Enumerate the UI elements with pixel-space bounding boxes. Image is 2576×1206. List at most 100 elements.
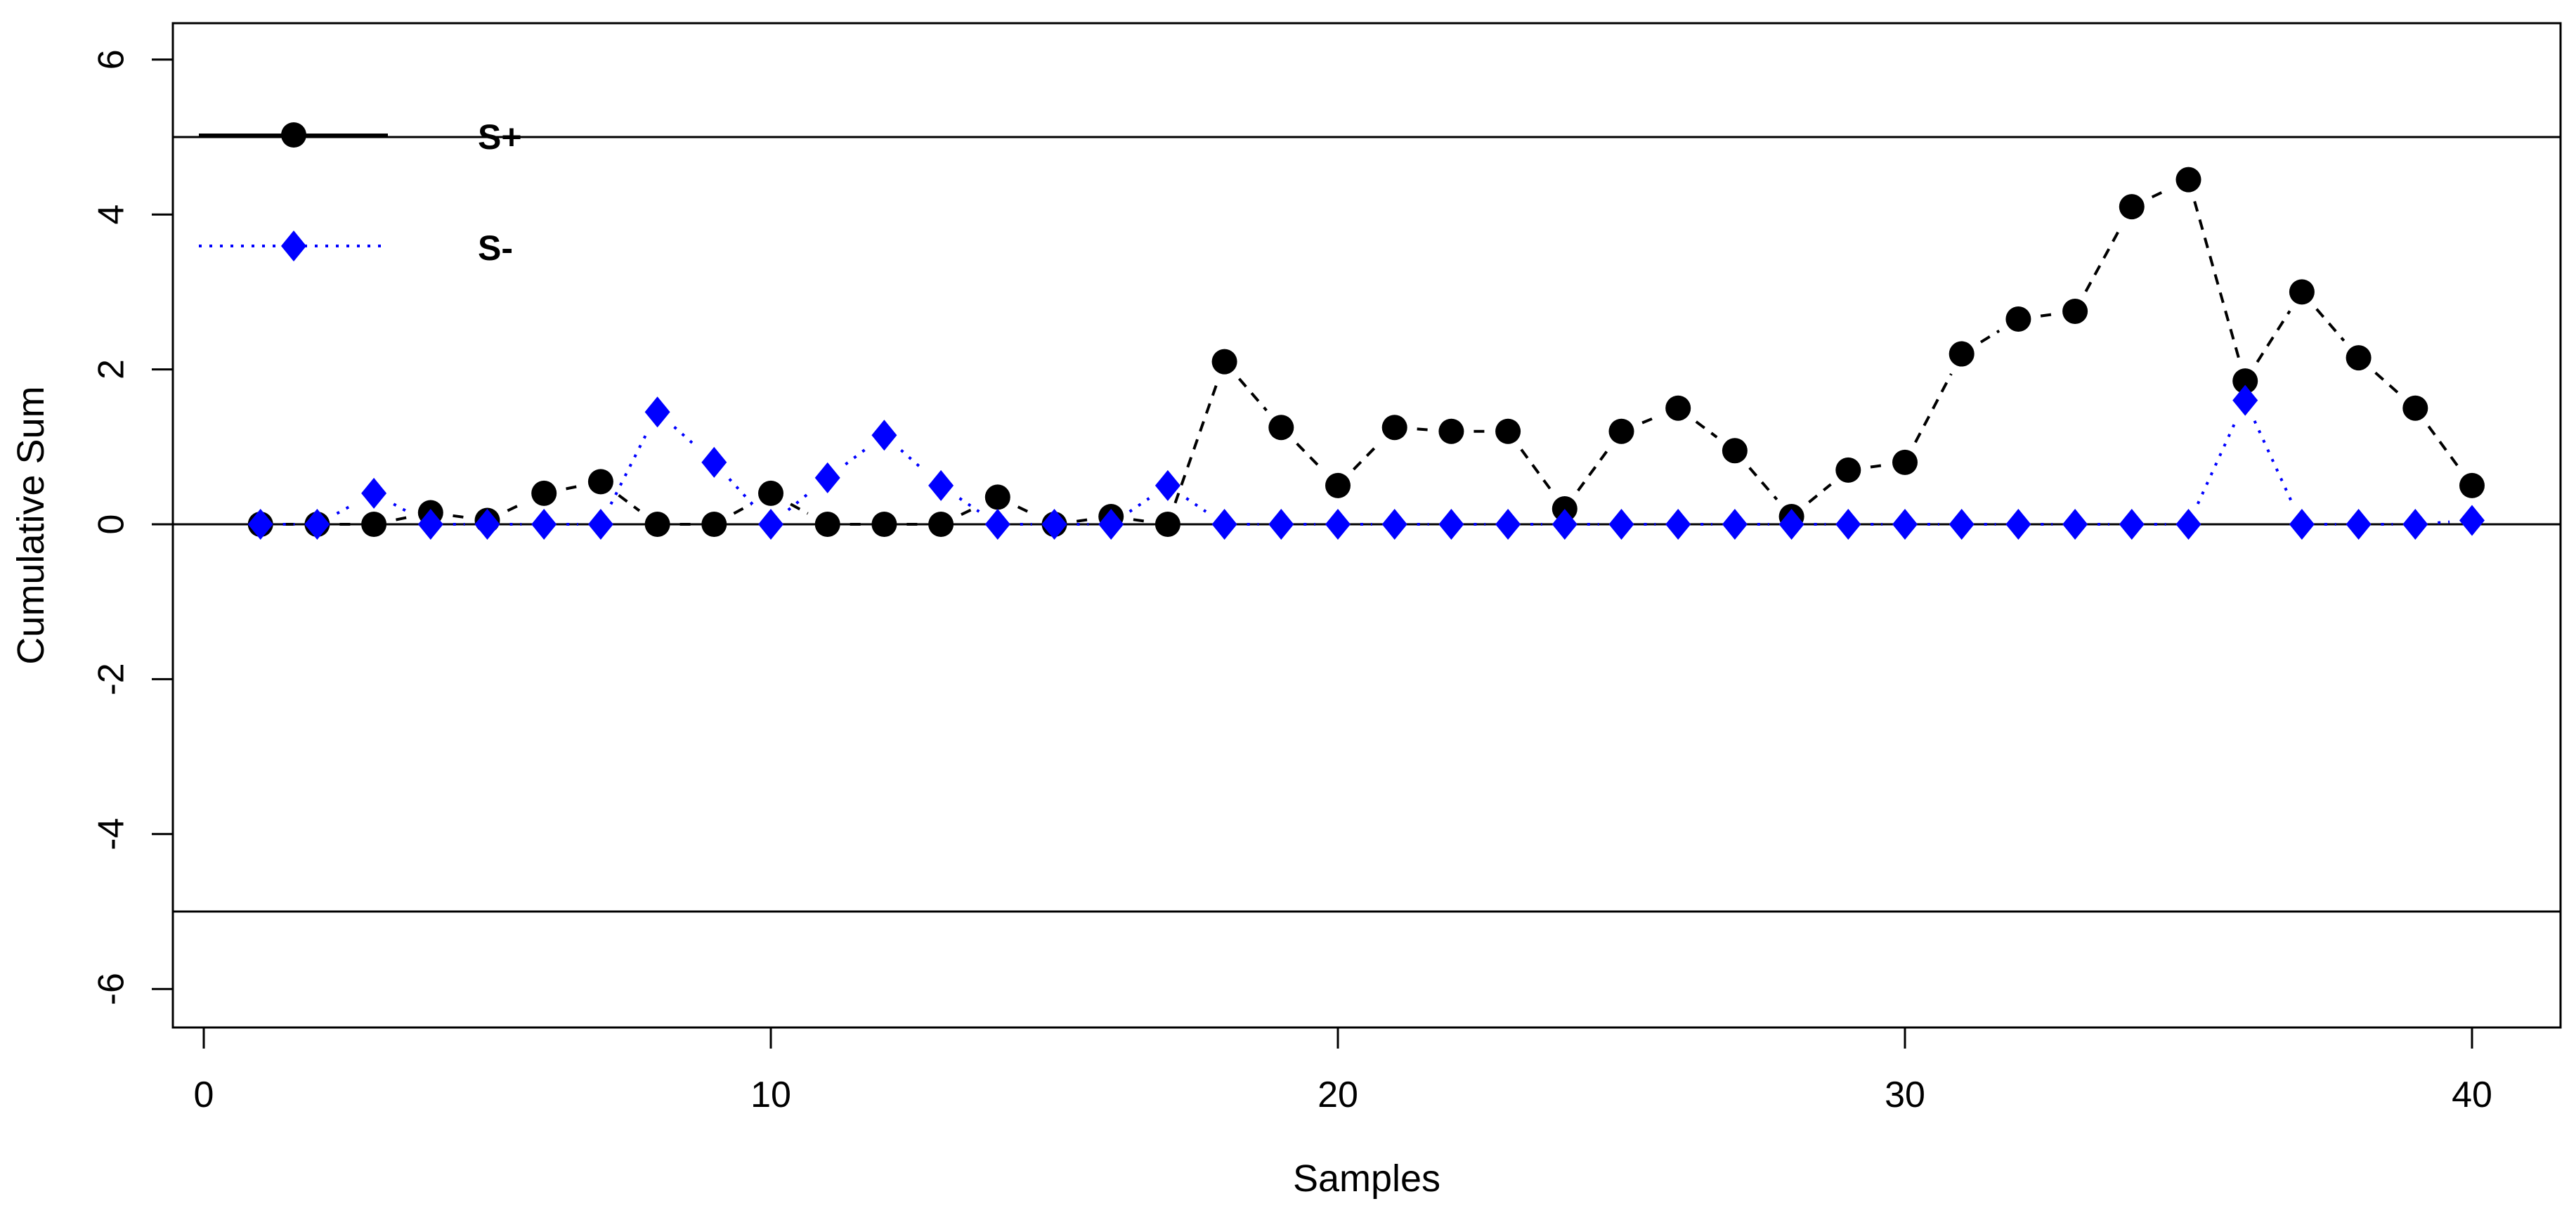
sminus-point (1268, 509, 1294, 540)
sminus-point (247, 509, 273, 540)
sminus-point (1325, 509, 1351, 540)
splus-segment (2256, 310, 2291, 363)
splus-segment (1133, 518, 1146, 523)
sminus-point (1211, 509, 1237, 540)
sminus-segment (1128, 497, 1150, 513)
y-tick-label: -2 (91, 663, 132, 695)
sminus-segment (673, 425, 698, 449)
splus-point (1608, 418, 1634, 444)
sminus-point (1949, 509, 1975, 540)
y-tick-label: 4 (91, 205, 132, 225)
splus-point (1552, 495, 1578, 521)
splus-point (1268, 415, 1294, 441)
splus-point (758, 480, 783, 506)
y-tick-label: 0 (91, 514, 132, 535)
splus-point (1438, 418, 1464, 444)
sminus-point (871, 420, 897, 451)
sminus-point (1722, 509, 1748, 540)
splus-point (2119, 194, 2145, 220)
x-tick-label: 0 (194, 1075, 214, 1115)
splus-point (871, 512, 897, 537)
legend-sminus-marker (281, 231, 306, 261)
sminus-point (644, 396, 670, 428)
splus-segment (566, 484, 579, 491)
splus-point (984, 484, 1010, 510)
y-tick-label: -4 (91, 818, 132, 850)
sminus-point (1495, 509, 1521, 540)
splus-point (644, 512, 670, 537)
splus-point (2005, 306, 2031, 332)
sminus-point (1154, 469, 1180, 501)
sminus-point (2402, 509, 2428, 540)
sminus-point (1552, 509, 1578, 540)
sminus-point (928, 469, 954, 501)
splus-point (1381, 415, 1407, 441)
splus-point (2232, 368, 2258, 394)
x-tick-label: 40 (2452, 1075, 2492, 1115)
sminus-point (2346, 509, 2372, 540)
splus-point (1949, 341, 1975, 367)
sminus-point (2232, 384, 2258, 416)
splus-segment (1808, 483, 1832, 504)
splus-segment (2151, 188, 2169, 199)
x-axis-title: Samples (1293, 1158, 1440, 1200)
splus-segment (1076, 518, 1089, 523)
splus-point (928, 512, 954, 537)
splus-segment (1870, 464, 1883, 469)
splus-segment (1695, 420, 1718, 439)
splus-segment (1017, 505, 1035, 517)
splus-point (1325, 472, 1351, 498)
sminus-segment (1185, 497, 1207, 513)
splus-point (587, 469, 613, 495)
x-axis: 0 10 20 30 40 (194, 1027, 2492, 1115)
sminus-point (1608, 509, 1634, 540)
legend-splus-marker (281, 122, 306, 148)
sminus-segment (900, 449, 925, 472)
sminus-point (2062, 509, 2088, 540)
y-axis: 6 4 2 0 -2 -4 -6 (91, 49, 173, 1005)
splus-segment (1577, 448, 1610, 492)
splus-segment (1296, 442, 1324, 471)
sminus-point (587, 509, 613, 540)
sminus-point (2119, 509, 2145, 540)
legend-sminus-label: S- (478, 228, 513, 268)
sminus-segment (958, 497, 980, 513)
splus-segment (790, 502, 809, 515)
sminus-point (758, 509, 783, 540)
splus-point (2402, 395, 2428, 421)
sminus-segment (393, 502, 412, 515)
splus-segment (1748, 467, 1778, 501)
splus-segment (453, 514, 466, 519)
sminus-segment (2438, 520, 2450, 524)
sminus-point (1892, 509, 1918, 540)
y-tick-label: 6 (91, 49, 132, 70)
splus-segment (1352, 442, 1380, 471)
sminus-point (701, 446, 727, 478)
splus-segment (2374, 371, 2400, 394)
splus-segment (2315, 308, 2346, 342)
splus-segment (1237, 377, 1268, 412)
sminus-point (1041, 509, 1067, 540)
sminus-segment (787, 491, 812, 512)
sminus-point (1665, 509, 1691, 540)
splus-segment (618, 494, 641, 512)
splus-point (2175, 167, 2201, 193)
sminus-point (2175, 509, 2201, 540)
legend: S+ S- (199, 117, 522, 268)
sminus-point (814, 462, 840, 493)
splus-point (1892, 449, 1918, 475)
sminus-point (1098, 509, 1124, 540)
legend-splus-label: S+ (478, 117, 522, 157)
splus-segment (1520, 448, 1553, 492)
sminus-segment (845, 447, 868, 466)
splus-segment (396, 515, 409, 521)
splus-point (1665, 395, 1691, 421)
splus-point (2459, 472, 2485, 498)
splus-segment (1979, 330, 2001, 344)
splus-segment (2427, 425, 2460, 469)
sminus-series (247, 384, 2485, 540)
y-tick-label: -6 (91, 973, 132, 1005)
splus-point (2346, 345, 2372, 371)
splus-point (531, 480, 557, 506)
splus-point (701, 512, 727, 537)
